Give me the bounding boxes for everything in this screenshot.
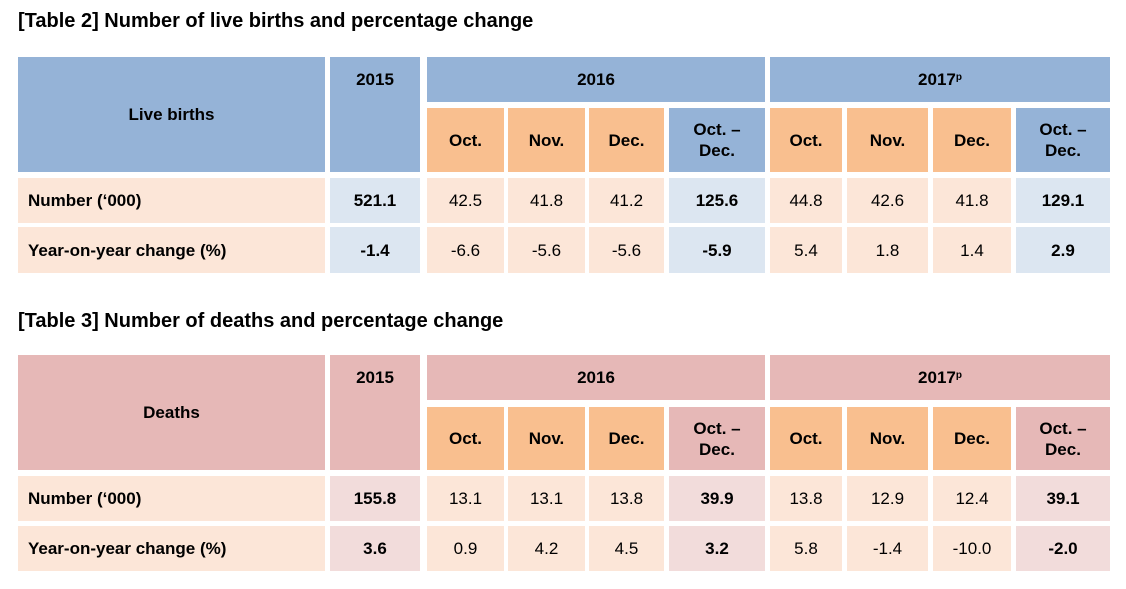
year-2016-header-text: 2016 (577, 70, 615, 89)
value-2016: 41.8 (508, 178, 585, 223)
month-header-2016: Oct. – Dec. (669, 108, 765, 172)
value-2016: -5.9 (669, 227, 765, 273)
month-header-2017: Dec. (933, 407, 1011, 470)
row-label: Number (‘000) (18, 178, 325, 223)
table2-title: [Table 2] Number of live births and perc… (18, 10, 534, 32)
month-header-2017: Oct. – Dec. (1016, 407, 1110, 470)
value-2015: 521.1 (330, 178, 420, 223)
month-header-2017: Oct. (770, 407, 842, 470)
value-2015: -1.4 (330, 227, 420, 273)
month-header-2017: Oct. – Dec. (1016, 108, 1110, 172)
row-label: Year-on-year change (%) (18, 227, 325, 273)
month-header-2017: Nov. (847, 108, 928, 172)
value-2017: 2.9 (1016, 227, 1110, 273)
row-label: Number (‘000) (18, 476, 325, 521)
value-2017: 12.4 (933, 476, 1011, 521)
value-2017: 41.8 (933, 178, 1011, 223)
month-header-2016: Dec. (589, 407, 664, 470)
value-2017: 1.8 (847, 227, 928, 273)
value-2016: -6.6 (427, 227, 504, 273)
month-header-2016: Oct. – Dec. (669, 407, 765, 470)
value-2016: -5.6 (508, 227, 585, 273)
value-2017: 5.4 (770, 227, 842, 273)
row-header-label: Deaths (18, 355, 325, 470)
value-2017: -1.4 (847, 526, 928, 571)
year-2015-header-text: 2015 (356, 70, 394, 89)
month-header-2016: Oct. (427, 407, 504, 470)
value-2017: 5.8 (770, 526, 842, 571)
year-2016-header: 2016 (427, 355, 765, 400)
value-2016: 3.2 (669, 526, 765, 571)
value-2016: 4.5 (589, 526, 664, 571)
year-2017-header: 2017 p (770, 355, 1110, 400)
year-2016-header: 2016 (427, 57, 765, 102)
year-2015-header: 2015 (330, 355, 420, 470)
month-header-2016: Nov. (508, 407, 585, 470)
year-2017-header-text: 2017 (918, 368, 956, 387)
month-header-2017: Dec. (933, 108, 1011, 172)
value-2016: 41.2 (589, 178, 664, 223)
month-header-2016: Oct. (427, 108, 504, 172)
value-2017: 129.1 (1016, 178, 1110, 223)
value-2015: 3.6 (330, 526, 420, 571)
year-2016-header-text: 2016 (577, 368, 615, 387)
preliminary-marker: p (955, 72, 962, 83)
month-header-2017: Oct. (770, 108, 842, 172)
year-2017-header: 2017 p (770, 57, 1110, 102)
value-2017: -2.0 (1016, 526, 1110, 571)
table3-title: [Table 3] Number of deaths and percentag… (18, 310, 504, 332)
value-2017: 1.4 (933, 227, 1011, 273)
value-2016: 13.1 (427, 476, 504, 521)
month-header-2017: Nov. (847, 407, 928, 470)
value-2016: 125.6 (669, 178, 765, 223)
value-2017: 13.8 (770, 476, 842, 521)
value-2016: 13.8 (589, 476, 664, 521)
value-2017: 44.8 (770, 178, 842, 223)
value-2016: 39.9 (669, 476, 765, 521)
value-2015: 155.8 (330, 476, 420, 521)
value-2016: 13.1 (508, 476, 585, 521)
value-2016: 42.5 (427, 178, 504, 223)
value-2017: 39.1 (1016, 476, 1110, 521)
value-2017: 42.6 (847, 178, 928, 223)
value-2017: 12.9 (847, 476, 928, 521)
month-header-2016: Dec. (589, 108, 664, 172)
year-2015-header: 2015 (330, 57, 420, 172)
row-label: Year-on-year change (%) (18, 526, 325, 571)
year-2017-header-text: 2017 (918, 70, 956, 89)
value-2016: 4.2 (508, 526, 585, 571)
year-2015-header-text: 2015 (356, 368, 394, 387)
value-2016: 0.9 (427, 526, 504, 571)
value-2016: -5.6 (589, 227, 664, 273)
preliminary-marker: p (955, 370, 962, 381)
month-header-2016: Nov. (508, 108, 585, 172)
value-2017: -10.0 (933, 526, 1011, 571)
row-header-label: Live births (18, 57, 325, 172)
